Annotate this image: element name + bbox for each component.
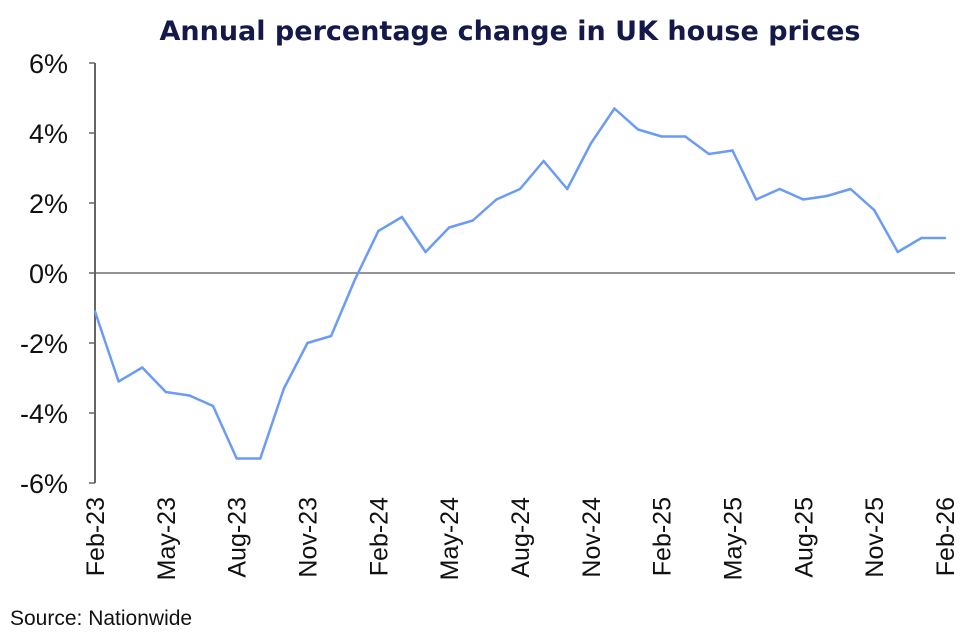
x-tick-label: Feb-26	[932, 497, 960, 576]
x-tick-label: Feb-24	[365, 497, 393, 576]
y-tick-label: 4%	[29, 119, 68, 149]
y-tick-label: 6%	[29, 49, 68, 79]
data-point-Oct-25	[849, 187, 852, 191]
data-point-Nov-23	[306, 341, 309, 345]
x-tick-label: Nov-23	[295, 497, 323, 578]
x-tick-label: Aug-24	[507, 497, 535, 578]
data-point-Jan-25	[636, 128, 640, 131]
data-point-Sep-23	[259, 457, 262, 460]
x-tick-label: Nov-24	[578, 497, 606, 578]
data-point-Feb-23	[93, 310, 97, 313]
data-point-Apr-24	[424, 250, 427, 254]
data-point-May-25	[731, 149, 734, 152]
data-point-Nov-25	[872, 208, 876, 212]
source-note: Source: Nationwide	[10, 607, 193, 630]
data-point-Dec-23	[329, 334, 333, 338]
chart-title: Annual percentage change in UK house pri…	[160, 16, 861, 47]
y-tick-label: 0%	[29, 259, 68, 289]
data-point-Nov-24	[589, 142, 593, 145]
data-point-Jul-23	[211, 404, 215, 408]
data-point-Mar-23	[117, 380, 120, 383]
data-point-Sep-25	[825, 194, 829, 198]
x-tick-label: Feb-25	[649, 497, 677, 576]
y-tick-label: -6%	[20, 469, 68, 499]
data-point-Feb-26	[943, 236, 947, 240]
data-point-Jun-25	[754, 198, 758, 201]
data-point-Jun-24	[471, 219, 474, 222]
data-point-Jun-23	[188, 394, 191, 397]
data-point-Sep-24	[542, 159, 545, 163]
x-tick-label: May-25	[720, 497, 748, 580]
x-tick-label: May-24	[436, 497, 464, 580]
data-point-Aug-25	[802, 198, 805, 201]
data-point-Feb-24	[377, 229, 380, 233]
data-point-Dec-24	[613, 107, 616, 110]
y-tick-label: 2%	[29, 189, 68, 219]
data-point-Aug-24	[518, 187, 522, 191]
x-tick-label: Feb-23	[82, 497, 110, 576]
data-point-Mar-25	[684, 135, 687, 138]
x-tick-label: Aug-23	[224, 497, 252, 578]
data-point-Dec-25	[896, 250, 899, 254]
x-tick-label: May-23	[153, 497, 181, 580]
data-point-Feb-25	[660, 135, 663, 138]
data-point-Oct-23	[282, 387, 286, 390]
data-point-Jul-25	[778, 187, 781, 191]
series-line	[93, 107, 945, 460]
x-tick-label: Nov-25	[861, 497, 889, 578]
data-point-Oct-24	[566, 187, 569, 191]
data-point-Jan-26	[920, 236, 923, 240]
data-point-Jul-24	[495, 198, 498, 201]
x-tick-label: Aug-25	[790, 497, 818, 578]
data-point-Apr-23	[141, 366, 144, 369]
data-point-May-23	[164, 390, 168, 394]
y-tick-label: -2%	[20, 329, 68, 359]
data-point-May-24	[447, 226, 451, 229]
data-point-Mar-24	[400, 215, 404, 219]
y-tick-label: -4%	[20, 399, 68, 429]
data-point-Aug-23	[235, 457, 238, 460]
data-point-Jan-24	[353, 278, 356, 282]
data-point-Apr-25	[707, 152, 711, 156]
